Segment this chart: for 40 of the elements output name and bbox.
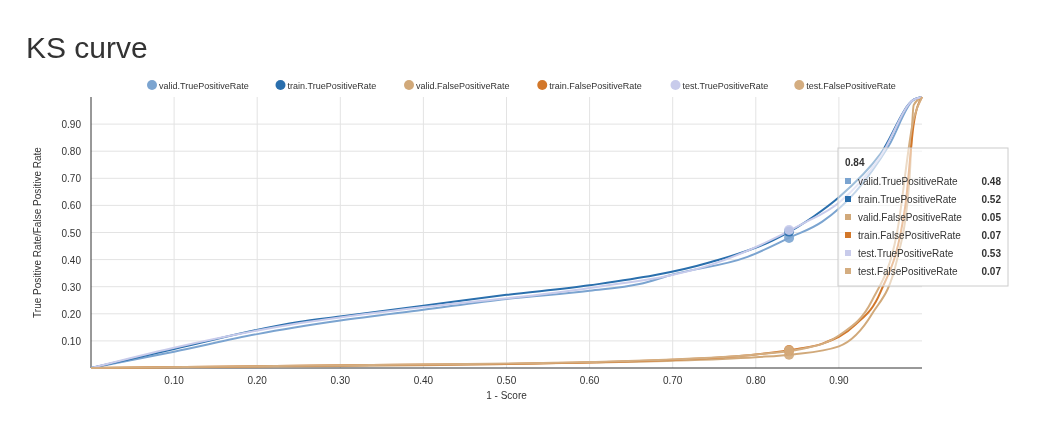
text: 0.05 — [981, 212, 1002, 223]
text: test.FalsePositiveRate — [806, 80, 896, 91]
x-tick-label: 0.40 — [413, 375, 434, 386]
x-tick-label: 0.50 — [496, 375, 517, 386]
x-tick-label: 0.70 — [662, 375, 683, 386]
y-tick-label: 0.90 — [61, 119, 82, 131]
x-tick-label: 0.20 — [247, 375, 268, 386]
text: 0.53 — [981, 248, 1002, 259]
legend-label: test.TruePositiveRate — [858, 248, 954, 259]
text: valid.FalsePositiveRate — [416, 80, 510, 91]
text: 0.07 — [981, 266, 1002, 277]
y-tick-label: 0.60 — [61, 200, 82, 212]
x-tick-label: 0.10 — [164, 375, 185, 386]
legend-label: test.FalsePositiveRate — [858, 266, 958, 277]
annotation: 0.84 — [845, 157, 865, 168]
y-tick-label: 0.50 — [61, 227, 82, 239]
y-tick-label: 0.10 — [61, 335, 82, 347]
legend-label: train.FalsePositiveRate — [858, 230, 962, 241]
x-tick-label: 0.60 — [579, 375, 600, 386]
legend-label: train.TruePositiveRate — [858, 194, 957, 205]
chart-title: KS curve — [26, 31, 148, 64]
y-axis-title: True Positive Rate/False Positive Rate — [32, 146, 43, 318]
y-tick-label: 0.70 — [61, 173, 82, 185]
x-tick-label: 0.80 — [746, 375, 766, 386]
text: test.TruePositiveRate — [682, 80, 769, 91]
x-axis-title: 1 - Score — [486, 390, 528, 401]
x-tick-label: 0.90 — [829, 375, 850, 386]
text: train.FalsePositiveRate — [549, 80, 642, 91]
text: 0.48 — [981, 176, 1002, 187]
y-tick-label: 0.20 — [61, 308, 82, 320]
y-tick-label: 0.40 — [61, 254, 82, 266]
legend-label: valid.TruePositiveRate — [858, 176, 959, 187]
legend-label: valid.FalsePositiveRate — [858, 212, 963, 223]
y-tick-label: 0.30 — [61, 281, 82, 293]
x-tick-label: 0.30 — [330, 375, 351, 386]
text: train.TruePositiveRate — [287, 80, 377, 91]
text: 0.52 — [981, 194, 1002, 205]
text: 0.07 — [981, 230, 1002, 241]
y-tick-label: 0.80 — [61, 146, 82, 158]
text: valid.TruePositiveRate — [159, 80, 249, 91]
